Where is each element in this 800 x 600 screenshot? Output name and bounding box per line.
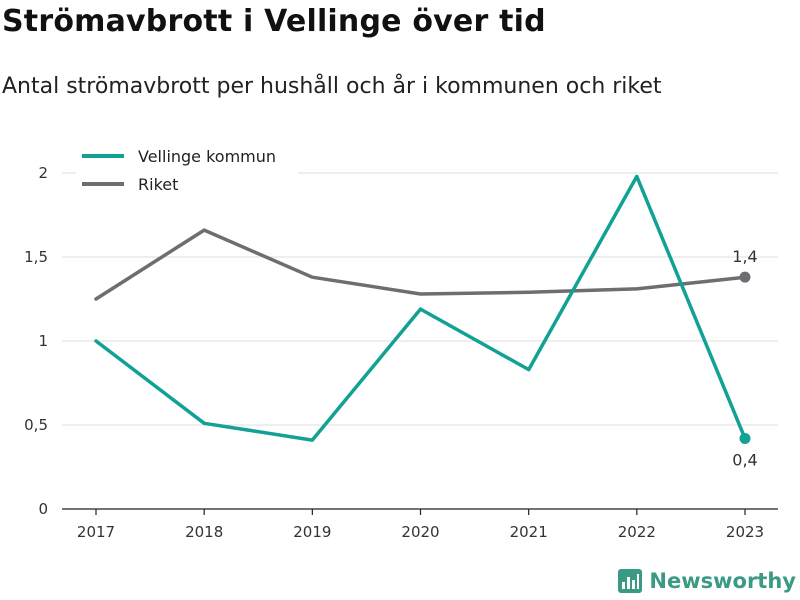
newsworthy-logo: Newsworthy	[617, 568, 796, 594]
x-tick-label: 2023	[726, 523, 764, 541]
x-tick-label: 2022	[618, 523, 656, 541]
y-tick-label: 1,5	[24, 248, 48, 266]
legend-background	[76, 142, 298, 198]
y-tick-label: 0,5	[24, 416, 48, 434]
x-tick-label: 2021	[510, 523, 548, 541]
series-end-label: 0,4	[732, 450, 757, 469]
chart-subtitle: Antal strömavbrott per hushåll och år i …	[2, 74, 662, 99]
series-end-label: 1,4	[732, 247, 757, 266]
chart-title: Strömavbrott i Vellinge över tid	[2, 4, 546, 39]
series-lines: 1,4 0,4	[94, 174, 758, 469]
series-end-point	[739, 271, 751, 283]
axes: 0 0,5 1 1,5 2 2017 2018 2019 2020 2021 2022 2023	[24, 164, 778, 541]
y-tick-label: 0	[38, 500, 48, 518]
series-line	[94, 174, 747, 442]
series-end-point	[739, 432, 751, 444]
legend-label: Vellinge kommun	[138, 147, 276, 166]
gridlines	[62, 172, 778, 426]
newsworthy-logo-icon	[618, 569, 643, 593]
series-line	[94, 228, 747, 301]
legend: Vellinge kommun Riket	[76, 142, 298, 198]
x-tick-label: 2017	[77, 523, 115, 541]
x-tick-label: 2018	[185, 523, 223, 541]
x-tick-label: 2019	[293, 523, 331, 541]
y-tick-label: 2	[38, 164, 48, 182]
y-tick-label: 1	[38, 332, 48, 350]
newsworthy-logo-text: Newsworthy	[649, 569, 796, 593]
legend-label: Riket	[138, 175, 178, 194]
x-tick-label: 2020	[401, 523, 439, 541]
